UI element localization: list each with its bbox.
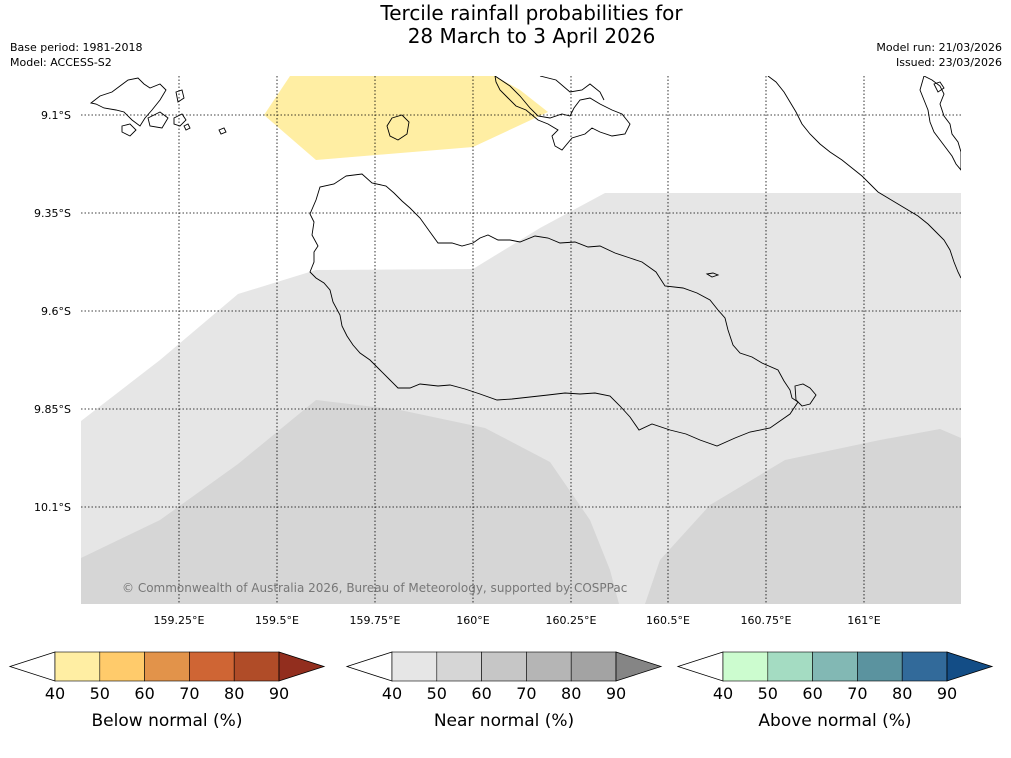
coastline-northwest-islands (89, 77, 167, 127)
lat-label-9-6: 9.6°S (41, 305, 71, 318)
near-normal-50-60-region-right (645, 429, 961, 604)
issued-date: Issued: 23/03/2026 (895, 56, 1002, 69)
lat-label-9-1: 9.1°S (41, 109, 71, 122)
colorbar-above-normal-low-extend (676, 651, 724, 682)
copyright-credit: © Commonwealth of Australia 2026, Bureau… (122, 581, 627, 595)
colorbar-near-normal-tick-60: 60 (471, 684, 491, 703)
lon-label-159-5: 159.5°E (255, 614, 299, 627)
colorbar-below-normal-bin-4 (233, 651, 280, 682)
colorbar-above-normal-bin-4 (901, 651, 948, 682)
colorbar-above-normal-bin-3 (857, 651, 903, 682)
colorbar-near-normal-tick-70: 70 (516, 684, 536, 703)
colorbar-below-normal-high-extend (278, 651, 326, 682)
coastline-northwest-islet-3 (173, 113, 187, 127)
meta-right: Model run: 21/03/2026 Issued: 23/03/2026 (876, 40, 1002, 70)
colorbar-above-normal-bin-1 (767, 651, 813, 682)
colorbar-below-normal-bin-3 (189, 651, 235, 682)
colorbar-above-normal-tick-50: 50 (758, 684, 778, 703)
below-normal-40-50-region (264, 76, 548, 160)
lon-label-160-5: 160.5°E (646, 614, 690, 627)
colorbar-near-normal-bin-3 (526, 651, 572, 682)
colorbar-below-normal-bin-1 (99, 651, 145, 682)
colorbar-below-normal-tick-60: 60 (134, 684, 154, 703)
colorbar-near-normal-bin-4 (570, 651, 617, 682)
colorbar-above-normal-tick-70: 70 (847, 684, 867, 703)
colorbar-near-normal-title: Near normal (%) (434, 711, 574, 731)
coastline-east-islet (794, 383, 817, 407)
near-normal-50-60-region-left (81, 400, 619, 604)
title-line-2: 28 March to 3 April 2026 (407, 24, 656, 48)
colorbar-below-normal-bin-2 (144, 651, 190, 682)
colorbar-near-normal-tick-50: 50 (427, 684, 447, 703)
colorbar-near-normal-bin-0 (391, 651, 438, 682)
lon-label-159-75: 159.75°E (350, 614, 401, 627)
colorbar-above-normal-title: Above normal (%) (758, 711, 911, 731)
colorbar-above-normal-tick-60: 60 (802, 684, 822, 703)
colorbar-above-normal: 40 50 60 70 80 90 Above normal (%) (676, 651, 994, 731)
longitude-labels: 159.25°E 159.5°E 159.75°E 160°E 160.25°E… (154, 614, 881, 627)
colorbar-near-normal-tick-90: 90 (606, 684, 626, 703)
gridlines (81, 76, 961, 604)
colorbar-above-normal-high-extend (946, 651, 994, 682)
colorbar-near-normal-tick-80: 80 (561, 684, 581, 703)
colorbar-near-normal-high-extend (615, 651, 663, 682)
meta-left: Base period: 1981-2018 Model: ACCESS-S2 (10, 40, 142, 70)
colorbar-near-normal: 40 50 60 70 80 90 Near normal (%) (345, 651, 663, 731)
model-run: Model run: 21/03/2026 (876, 41, 1002, 54)
colorbar-below-normal-low-extend (8, 651, 56, 682)
coastline-north-island (494, 76, 631, 151)
colorbar-near-normal-bin-2 (481, 651, 527, 682)
coastline-small-island (705, 272, 720, 278)
colorbar-above-normal-bin-0 (722, 651, 769, 682)
colorbar-above-normal-tick-40: 40 (713, 684, 733, 703)
colorbar-below-normal: 40 50 60 70 80 90 Below normal (%) (8, 651, 326, 731)
latitude-labels: 9.1°S 9.35°S 9.6°S 9.85°S 10.1°S (34, 109, 71, 514)
colorbar-legends: 40 50 60 70 80 90 Below normal (%) 40 50 60 70 80 90… (8, 651, 994, 731)
colorbar-below-normal-title: Below normal (%) (92, 711, 243, 731)
colorbar-above-normal-tick-80: 80 (892, 684, 912, 703)
title-line-1: Tercile rainfall probabilities for (380, 1, 683, 25)
coastline-northwest-islet-4 (175, 89, 185, 103)
colorbar-near-normal-low-extend (345, 651, 393, 682)
colorbar-below-normal-bin-0 (54, 651, 101, 682)
coastline-northwest-islet-1 (121, 123, 137, 137)
coastline-volcano-islet (386, 114, 410, 141)
colorbar-below-normal-tick-50: 50 (90, 684, 110, 703)
lat-label-9-35: 9.35°S (34, 207, 71, 220)
colorbar-near-normal-bin-1 (436, 651, 482, 682)
map-area: © Commonwealth of Australia 2026, Bureau… (81, 76, 961, 604)
coastline-northeast-island (919, 76, 961, 171)
colorbar-above-normal-tick-90: 90 (937, 684, 957, 703)
coastline-northwest-islet-6 (183, 123, 191, 131)
coastline-main-island (309, 173, 799, 447)
colorbar-above-normal-bin-2 (812, 651, 858, 682)
model-name: Model: ACCESS-S2 (10, 56, 112, 69)
lat-label-10-1: 10.1°S (34, 501, 71, 514)
lon-label-159-25: 159.25°E (154, 614, 205, 627)
colorbar-below-normal-tick-40: 40 (45, 684, 65, 703)
lat-label-9-85: 9.85°S (34, 403, 71, 416)
colorbar-near-normal-tick-40: 40 (382, 684, 402, 703)
base-period: Base period: 1981-2018 (10, 41, 143, 54)
coastline-northwest-islet-2 (147, 111, 169, 129)
coastline-northeast-islet (933, 81, 945, 93)
map-title: Tercile rainfall probabilities for 28 Ma… (0, 2, 1011, 48)
colorbar-below-normal-tick-80: 80 (224, 684, 244, 703)
coastlines (89, 76, 961, 447)
lon-label-161: 161°E (847, 614, 880, 627)
colorbar-below-normal-tick-70: 70 (179, 684, 199, 703)
coastline-northwest-islet-5 (218, 127, 227, 135)
lon-label-160-75: 160.75°E (741, 614, 792, 627)
lon-label-160-25: 160.25°E (546, 614, 597, 627)
colorbar-below-normal-tick-90: 90 (269, 684, 289, 703)
coastline-northeast-land (767, 76, 961, 279)
lon-label-160: 160°E (456, 614, 489, 627)
